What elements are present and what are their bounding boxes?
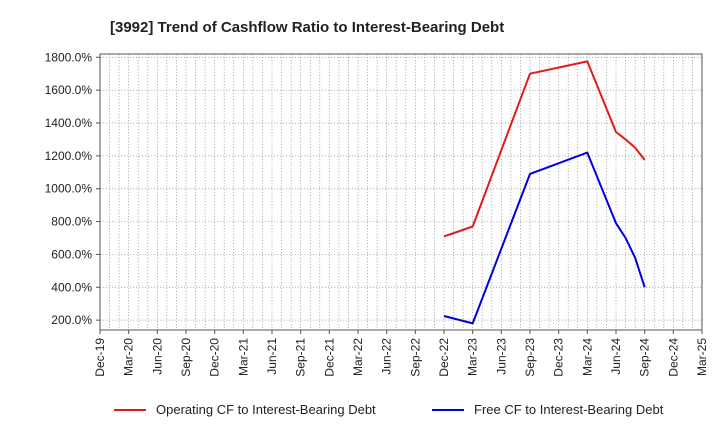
chart-title: [3992] Trend of Cashflow Ratio to Intere… — [110, 19, 504, 36]
x-tick-label: Sep-20 — [179, 338, 193, 377]
x-tick-label: Mar-21 — [236, 338, 250, 376]
y-tick-label: 800.0% — [51, 215, 92, 229]
y-tick-label: 1800.0% — [45, 50, 93, 64]
x-tick-label: Mar-20 — [122, 338, 136, 376]
plot-border — [99, 53, 703, 331]
y-tick-label: 1600.0% — [45, 83, 93, 97]
x-tick-label: Sep-21 — [294, 338, 308, 377]
x-tick-label: Jun-24 — [609, 338, 623, 375]
x-tick-label: Jun-22 — [380, 338, 394, 375]
y-tick-label: 1000.0% — [45, 182, 93, 196]
x-tick-label: Dec-20 — [208, 338, 222, 377]
y-tick-label: 400.0% — [51, 280, 92, 294]
x-tick-label: Dec-24 — [666, 338, 680, 377]
x-tick-label: Mar-22 — [351, 338, 365, 376]
x-tick-label: Dec-21 — [322, 338, 336, 377]
y-tick-label: 200.0% — [51, 313, 92, 327]
series-line-free-cf — [443, 151, 646, 325]
plot-area — [100, 54, 702, 330]
y-tick-label: 600.0% — [51, 247, 92, 261]
x-tick-label: Mar-25 — [695, 338, 709, 376]
x-tick-label: Sep-22 — [408, 338, 422, 377]
x-tick-label: Jun-23 — [494, 338, 508, 375]
y-tick-label: 1400.0% — [45, 116, 93, 130]
x-tick-label: Jun-21 — [265, 338, 279, 375]
x-tick-label: Mar-23 — [466, 338, 480, 376]
x-tick-label: Dec-19 — [93, 338, 107, 377]
x-tick-label: Jun-20 — [150, 338, 164, 375]
y-tick-label: 1200.0% — [45, 149, 93, 163]
legend-label: Operating CF to Interest-Bearing Debt — [156, 402, 376, 417]
legend-label: Free CF to Interest-Bearing Debt — [474, 402, 664, 417]
x-tick-label: Sep-24 — [638, 338, 652, 377]
x-tick-label: Dec-23 — [552, 338, 566, 377]
x-tick-label: Mar-24 — [580, 338, 594, 376]
x-tick-label: Sep-23 — [523, 338, 537, 377]
x-tick-label: Dec-22 — [437, 338, 451, 377]
series-line-operating-cf — [443, 60, 646, 238]
